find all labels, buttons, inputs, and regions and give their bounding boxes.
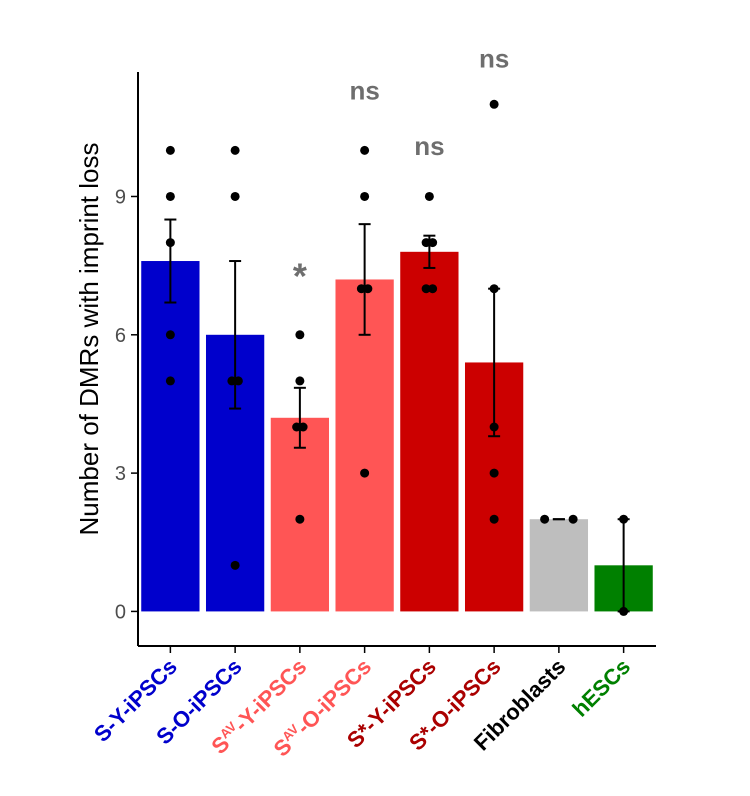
data-point [360,191,370,201]
data-point [360,145,370,155]
significance-label: ns [349,76,379,106]
data-point [428,238,438,248]
data-point [421,238,431,248]
significance-label: ns [479,43,509,73]
y-tick-label: 0 [115,601,126,623]
data-point [227,376,237,386]
y-tick-label: 9 [115,186,126,208]
significance-annotations: * ns ns ns [293,43,509,296]
bar-s-y-ipscs [400,251,459,612]
data-point [619,606,629,616]
y-axis-label: Number of DMRs with imprint loss [74,143,104,536]
data-point [295,376,305,386]
data-point [489,284,499,294]
x-axis: S-Y-iPSCsS-O-iPSCsSAV-Y-iPSCsSAV-O-iPSCs… [89,645,656,761]
data-point [233,376,243,386]
data-point [489,468,499,478]
data-point [540,514,550,524]
error-bar [164,218,177,304]
data-point [165,376,175,386]
data-points-group [165,99,629,616]
error-bar [358,223,371,336]
y-tick-label: 3 [115,463,126,485]
data-point [489,422,499,432]
data-point [230,560,240,570]
y-axis: 0 3 6 9 [115,72,139,646]
data-point [489,99,499,109]
data-point [360,468,370,478]
error-bar [293,386,306,449]
data-point [292,422,302,432]
data-point [356,284,366,294]
significance-label: ns [414,131,444,161]
x-tick-label: hESCs [567,654,635,722]
bar-s-y-ipscs [141,261,200,612]
data-point [619,514,629,524]
data-point [230,191,240,201]
y-tick-label: 6 [115,325,126,347]
data-point [165,145,175,155]
data-point [421,284,431,294]
significance-label: * [293,256,307,297]
data-point [424,191,434,201]
data-point [568,514,578,524]
data-point [363,284,373,294]
bar-s-y-ipscs [270,417,330,612]
data-point [295,514,305,524]
data-point [165,238,175,248]
bars-group [141,251,653,612]
data-point [230,145,240,155]
data-point [428,284,438,294]
data-point [165,191,175,201]
data-point [298,422,308,432]
data-point [489,514,499,524]
data-point [295,330,305,340]
data-point [165,330,175,340]
bar-fibroblasts [529,519,589,612]
